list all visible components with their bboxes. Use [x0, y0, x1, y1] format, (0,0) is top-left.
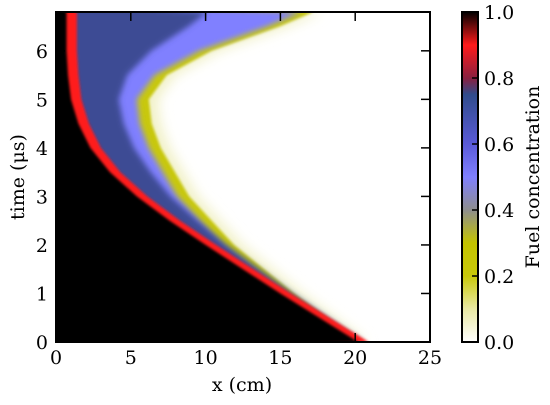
y-tick-label: 6	[36, 41, 48, 63]
x-axis-label: x (cm)	[212, 374, 272, 396]
x-tick-label: 10	[194, 347, 218, 369]
colorbar-bar	[461, 11, 479, 343]
y-tick-label: 4	[36, 138, 48, 160]
y-tick-label: 3	[36, 186, 48, 208]
plot-area	[56, 12, 430, 342]
plot-frame	[55, 11, 431, 343]
burned-region	[56, 12, 359, 342]
x-tick-label: 15	[268, 347, 292, 369]
colorbar-tick-label: 0.8	[484, 68, 514, 90]
y-tick-label: 2	[36, 235, 48, 257]
colorbar-tick-label: 0.6	[484, 134, 514, 156]
colorbar-tick-label: 1.0	[484, 2, 514, 24]
y-axis-label: time (μs)	[7, 134, 29, 220]
y-tick-label: 0	[36, 332, 48, 354]
colorbar-label: Fuel concentration	[522, 86, 544, 269]
axes: 0 5 10 15 20 25 0 1 2 3 4 5 6	[36, 11, 442, 369]
heatmap-image	[56, 12, 430, 342]
colorbar-tick-label: 0.4	[484, 200, 514, 222]
colorbar-tick-label: 0.0	[484, 332, 514, 354]
x-tick-label: 20	[343, 347, 367, 369]
x-tick-label: 5	[125, 347, 137, 369]
y-tick-label: 5	[36, 89, 48, 111]
x-tick-label: 25	[418, 347, 442, 369]
colorbar: 0.0 0.2 0.4 0.6 0.8 1.0	[461, 2, 514, 354]
x-tick-label: 0	[50, 347, 62, 369]
colorbar-tick-label: 0.2	[484, 266, 514, 288]
y-tick-label: 1	[36, 283, 48, 305]
